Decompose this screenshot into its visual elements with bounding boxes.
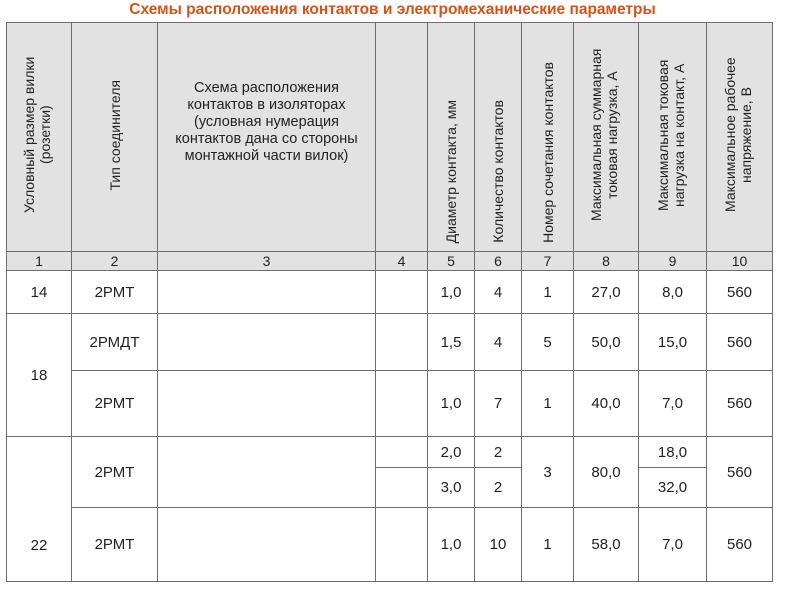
cell-combo: 1 — [521, 270, 574, 314]
cell-total-load: 50,0 — [573, 313, 639, 371]
header-count: Количество контактов — [474, 22, 522, 252]
column-number: 8 — [573, 251, 639, 271]
header-type: Тип соединителя — [71, 22, 158, 252]
cell-scheme — [157, 436, 376, 508]
cell-col4 — [375, 313, 428, 371]
header-per-contact-load: Максимальная токовая нагрузка на контакт… — [638, 22, 707, 252]
cell-size: 18 — [6, 313, 72, 437]
cell-type: 2РМТ — [71, 370, 158, 437]
column-number-row: 1 2 3 4 5 6 7 8 9 10 — [6, 251, 773, 271]
cell-voltage: 560 — [706, 370, 773, 437]
cell-count: 7 — [474, 370, 522, 437]
table-row: 14 2РМТ 1,0 4 1 27,0 8,0 560 — [6, 270, 773, 314]
table-row: 18 2РМДТ 1,5 4 5 50,0 15,0 560 — [6, 313, 773, 437]
cell-scheme — [157, 370, 376, 437]
header-col4 — [375, 22, 428, 252]
cell-total-load: 27,0 — [573, 270, 639, 314]
cell-per-contact-load: 32,0 — [638, 467, 707, 508]
header-scheme: Схема расположения контактов в изолятора… — [157, 22, 376, 252]
cell-count: 2 — [474, 436, 522, 468]
column-number: 7 — [521, 251, 574, 271]
cell-per-contact-load: 8,0 — [638, 270, 707, 314]
cell-diameter: 1,0 — [427, 370, 475, 437]
cell-voltage: 560 — [706, 507, 773, 582]
column-number: 1 — [6, 251, 72, 271]
column-number: 9 — [638, 251, 707, 271]
cell-voltage: 560 — [706, 270, 773, 314]
contact-parameters-table: Условный размер вилки (розетки) Тип соед… — [6, 22, 773, 582]
cell-per-contact-load: 7,0 — [638, 370, 707, 437]
cell-combo: 3 — [521, 436, 574, 508]
header-combo: Номер сочетания контактов — [521, 22, 574, 252]
cell-size: 22 — [6, 436, 72, 582]
cell-type: 2РМТ — [71, 507, 158, 582]
cell-per-contact-load: 7,0 — [638, 507, 707, 582]
header-diameter: Диаметр контакта, мм — [427, 22, 475, 252]
cell-voltage: 560 — [706, 436, 773, 508]
cell-scheme — [157, 313, 376, 371]
cell-count: 4 — [474, 270, 522, 314]
cell-combo: 5 — [521, 313, 574, 371]
header-voltage: Максимальное рабочее напряжение, В — [706, 22, 773, 252]
cell-diameter: 1,0 — [427, 270, 475, 314]
cell-diameter: 2,0 — [427, 436, 475, 468]
cell-diameter: 1,0 — [427, 507, 475, 582]
cell-total-load: 80,0 — [573, 436, 639, 508]
cell-col4 — [375, 436, 428, 468]
table-row: 2РМТ 1,0 10 1 58,0 7,0 560 — [7, 507, 773, 582]
table-row: 2РМТ 1,0 7 1 40,0 7,0 560 — [7, 370, 773, 437]
cell-scheme — [157, 507, 376, 582]
cell-combo: 1 — [521, 370, 574, 437]
cell-col4 — [375, 467, 428, 508]
cell-count: 2 — [474, 467, 522, 508]
cell-voltage: 560 — [706, 313, 773, 371]
cell-per-contact-load: 18,0 — [638, 436, 707, 468]
header-size: Условный размер вилки (розетки) — [6, 22, 72, 252]
cell-diameter: 3,0 — [427, 467, 475, 508]
cell-type: 2РМТ — [71, 270, 158, 314]
cell-col4 — [375, 270, 428, 314]
cell-col4 — [375, 507, 428, 582]
cell-combo: 1 — [521, 507, 574, 582]
column-number: 6 — [474, 251, 522, 271]
cell-count: 4 — [474, 313, 522, 371]
column-number: 3 — [157, 251, 376, 271]
cell-size: 14 — [6, 270, 72, 314]
cell-total-load: 40,0 — [573, 370, 639, 437]
cell-per-contact-load: 15,0 — [638, 313, 707, 371]
cell-count: 10 — [474, 507, 522, 582]
header-row: Условный размер вилки (розетки) Тип соед… — [6, 22, 773, 252]
cell-type: 2РМДТ — [71, 313, 158, 371]
column-number: 5 — [427, 251, 475, 271]
cell-diameter: 1,5 — [427, 313, 475, 371]
cell-scheme — [157, 270, 376, 314]
cell-total-load: 58,0 — [573, 507, 639, 582]
cell-col4 — [375, 370, 428, 437]
column-number: 10 — [706, 251, 773, 271]
header-total-load: Максимальная суммарная токовая нагрузка,… — [573, 22, 639, 252]
table-row: 22 2РМТ 2,0 2 3 80,0 18,0 560 — [6, 436, 773, 582]
column-number: 4 — [375, 251, 428, 271]
page-title: Схемы расположения контактов и электроме… — [129, 1, 656, 18]
cell-type: 2РМТ — [71, 436, 158, 508]
column-number: 2 — [71, 251, 158, 271]
